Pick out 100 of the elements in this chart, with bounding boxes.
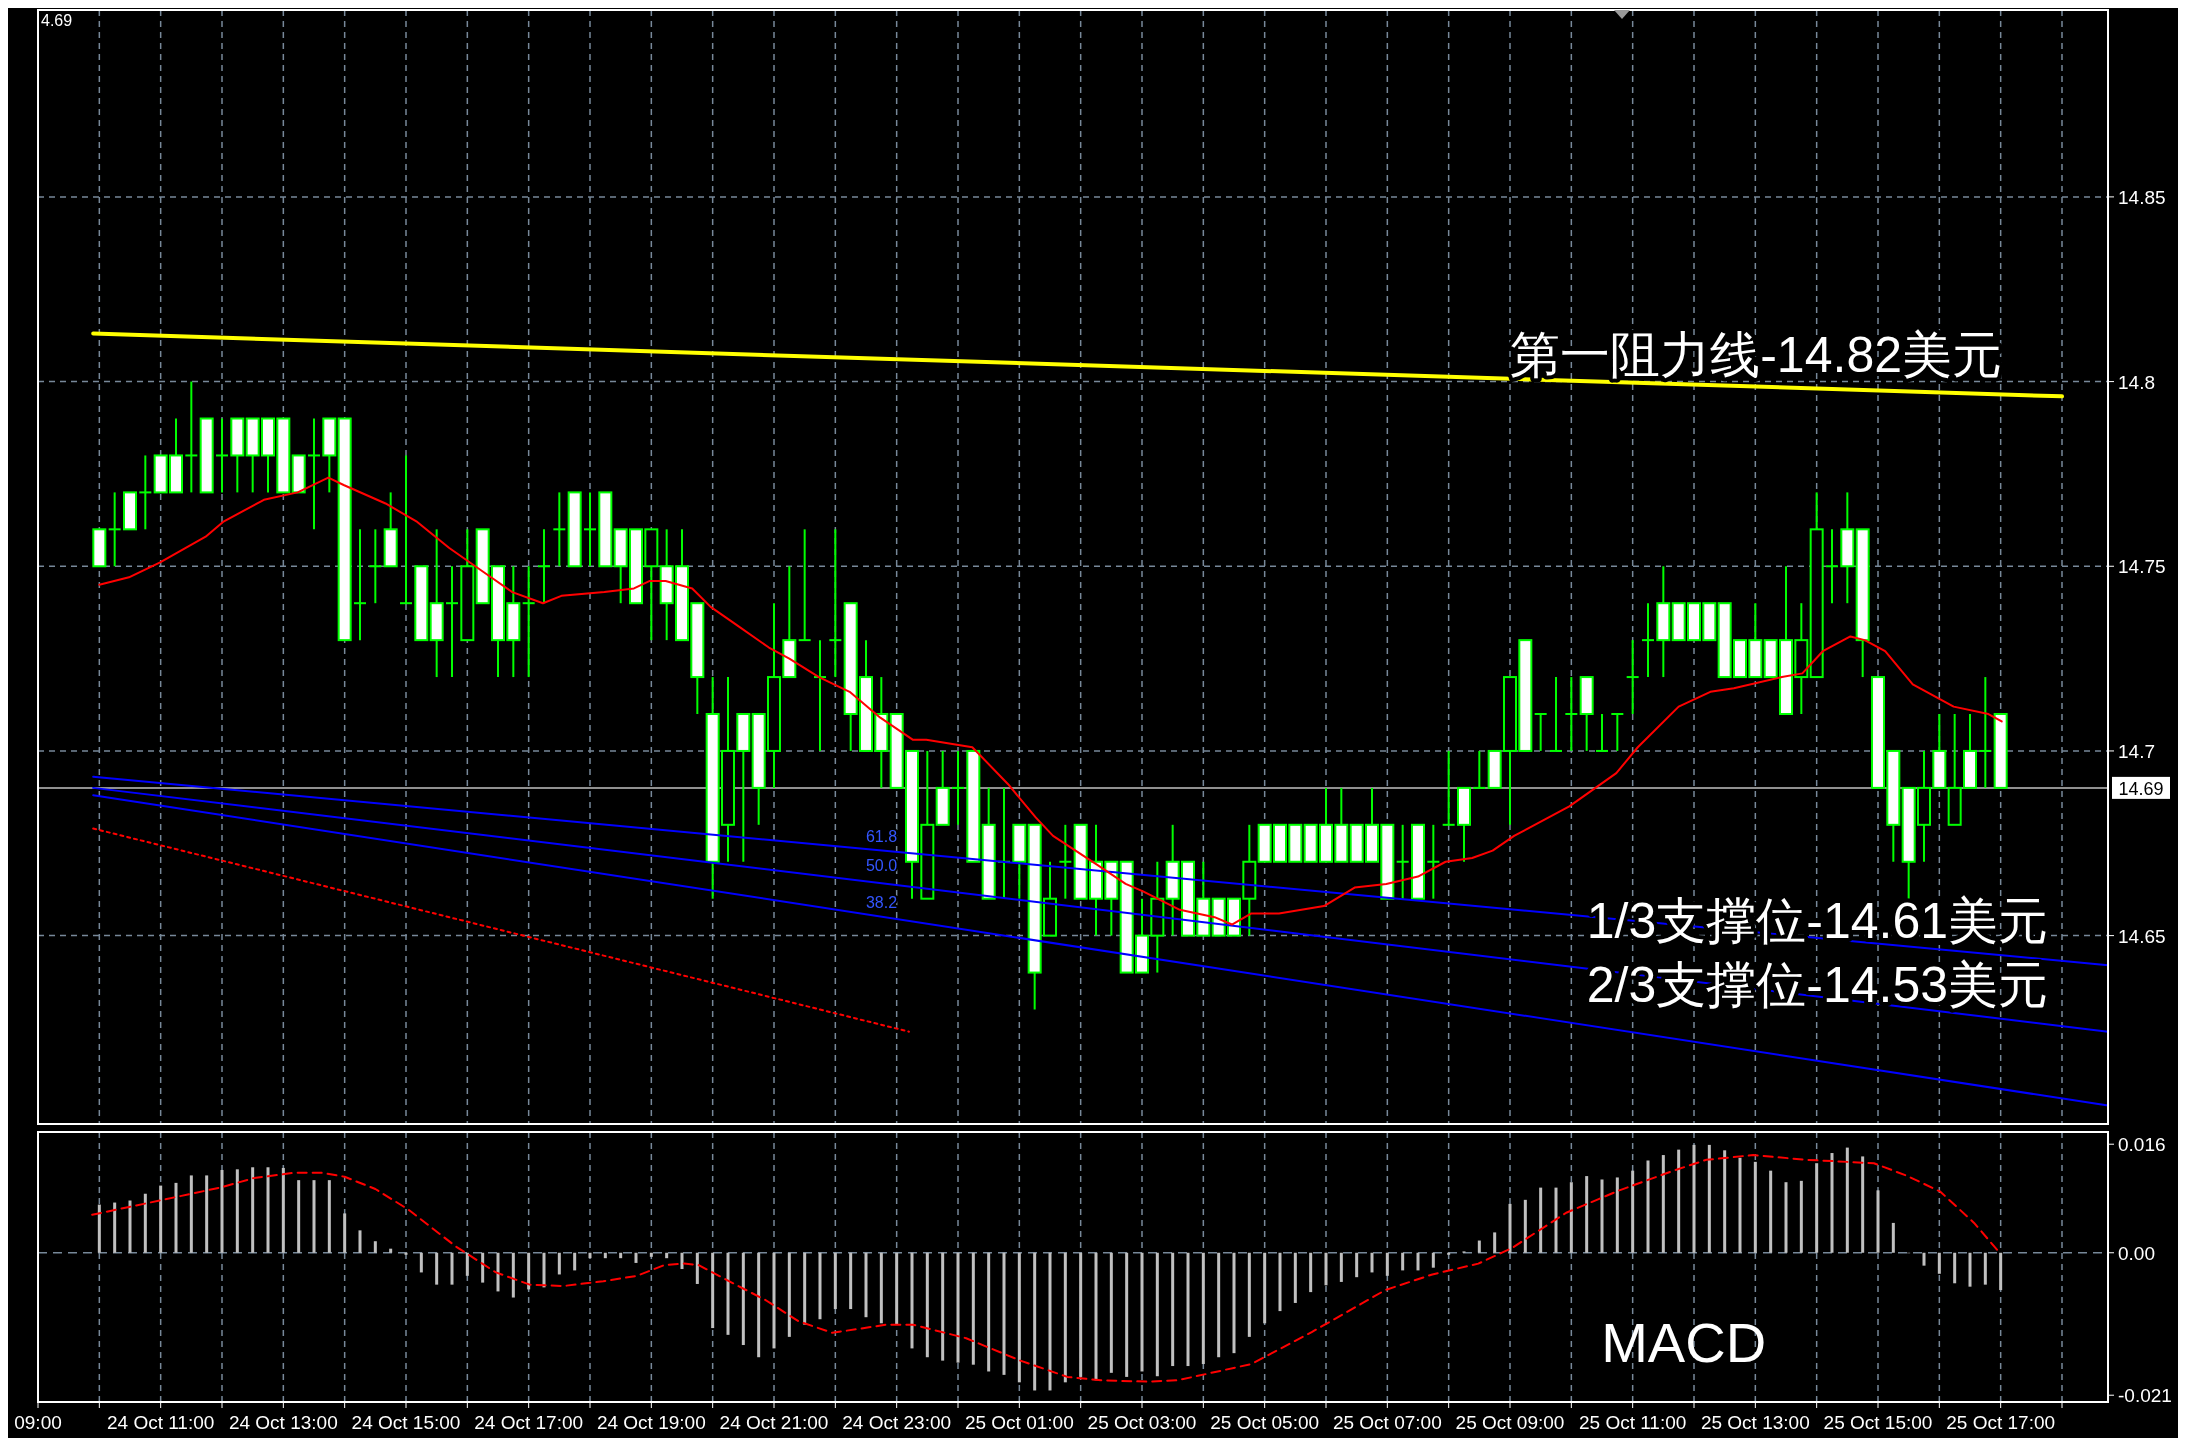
bar	[496, 1252, 500, 1292]
candlestick	[1625, 639, 1640, 716]
bar	[542, 1252, 546, 1288]
y-tick-label: 14.7	[2118, 740, 2155, 762]
bar	[358, 1230, 362, 1253]
bar	[1723, 1150, 1727, 1253]
bar	[527, 1252, 531, 1290]
bar	[1447, 1252, 1451, 1255]
annotation: 50.0	[865, 857, 898, 875]
bar	[1431, 1252, 1435, 1268]
bar	[235, 1169, 239, 1253]
candlestick	[521, 565, 536, 679]
candlestick	[1641, 602, 1655, 679]
bar	[1416, 1252, 1420, 1271]
bar	[174, 1182, 178, 1253]
annotation: 38.2	[865, 894, 898, 912]
bar	[373, 1241, 377, 1253]
bar	[925, 1252, 929, 1358]
bar	[1217, 1252, 1221, 1358]
bar	[266, 1167, 270, 1253]
bar	[312, 1180, 316, 1253]
bar	[1109, 1252, 1113, 1373]
bar	[1278, 1252, 1282, 1312]
x-tick-label: 24 Oct 13:00	[228, 1412, 338, 1433]
bar	[404, 1252, 408, 1255]
candlestick	[828, 528, 843, 679]
x-tick-label: 24 Oct 15:00	[351, 1412, 461, 1433]
candlestick	[215, 417, 229, 494]
bar	[1033, 1252, 1037, 1391]
bar	[1125, 1252, 1129, 1377]
x-tick-label: 24 Oct 21:00	[719, 1412, 829, 1433]
bar	[1677, 1149, 1681, 1253]
bar	[1968, 1252, 1972, 1287]
bar	[1094, 1252, 1098, 1381]
bar	[1523, 1199, 1527, 1253]
bar	[757, 1252, 761, 1358]
candlestick	[537, 528, 551, 605]
bar	[1769, 1170, 1773, 1253]
bar	[1309, 1252, 1313, 1293]
bar	[1140, 1252, 1144, 1372]
bar	[910, 1252, 914, 1349]
bar	[741, 1252, 745, 1346]
candlestick	[184, 380, 199, 494]
y-tick-label: 0.016	[2118, 1134, 2166, 1156]
bar	[159, 1185, 163, 1253]
y-tick-label: 0.00	[2118, 1242, 2155, 1264]
candlestick	[552, 491, 567, 568]
bar	[557, 1252, 561, 1275]
x-tick-label: 25 Oct 03:00	[1087, 1412, 1197, 1433]
annotation: 61.8	[865, 827, 898, 845]
x-tick-label: 24 Oct 23:00	[842, 1412, 952, 1433]
bar	[1707, 1144, 1711, 1253]
candlestick	[353, 528, 367, 642]
bar	[1247, 1252, 1251, 1337]
bar	[864, 1252, 868, 1318]
candlestick	[399, 454, 413, 605]
candlestick	[1472, 749, 1487, 789]
bar	[1738, 1157, 1742, 1253]
bar	[251, 1167, 255, 1253]
bar	[1002, 1252, 1006, 1375]
candlestick	[1441, 749, 1456, 826]
bar	[220, 1169, 224, 1253]
bar	[1937, 1252, 1941, 1274]
bar	[1999, 1252, 2003, 1291]
bar	[511, 1252, 515, 1298]
bar	[205, 1175, 209, 1253]
bar	[189, 1175, 193, 1253]
bar	[1339, 1252, 1343, 1282]
bar	[419, 1252, 423, 1273]
bar	[1201, 1252, 1205, 1365]
candlestick	[951, 749, 965, 826]
x-tick-label: 24 Oct 17:00	[474, 1412, 584, 1433]
y-tick-label: 14.85	[2118, 186, 2166, 208]
y-tick-label: -0.021	[2118, 1385, 2172, 1407]
candlestick	[1058, 823, 1073, 900]
bar	[818, 1252, 822, 1320]
bar	[879, 1252, 883, 1324]
bar	[1493, 1232, 1497, 1253]
bar	[1661, 1155, 1665, 1253]
bar	[1355, 1252, 1359, 1278]
candlestick	[138, 454, 153, 531]
bar	[649, 1252, 653, 1257]
x-tick-label: 25 Oct 13:00	[1700, 1412, 1810, 1433]
bar	[588, 1252, 592, 1259]
bar	[465, 1252, 469, 1276]
x-tick-label: 24 Oct 19:00	[596, 1412, 706, 1433]
bar	[1845, 1147, 1849, 1253]
bar	[987, 1252, 991, 1372]
x-tick-label: 25 Oct 17:00	[1946, 1412, 2056, 1433]
y-tick-label: 14.75	[2118, 556, 2166, 578]
bar	[619, 1252, 623, 1259]
bar	[1922, 1252, 1926, 1266]
bar	[1569, 1182, 1573, 1253]
bar	[787, 1252, 791, 1337]
bar	[1815, 1163, 1819, 1253]
bar	[1401, 1252, 1405, 1271]
bar	[1539, 1187, 1543, 1253]
bar	[1753, 1161, 1757, 1253]
bar	[726, 1252, 730, 1335]
candlestick	[1564, 676, 1579, 752]
